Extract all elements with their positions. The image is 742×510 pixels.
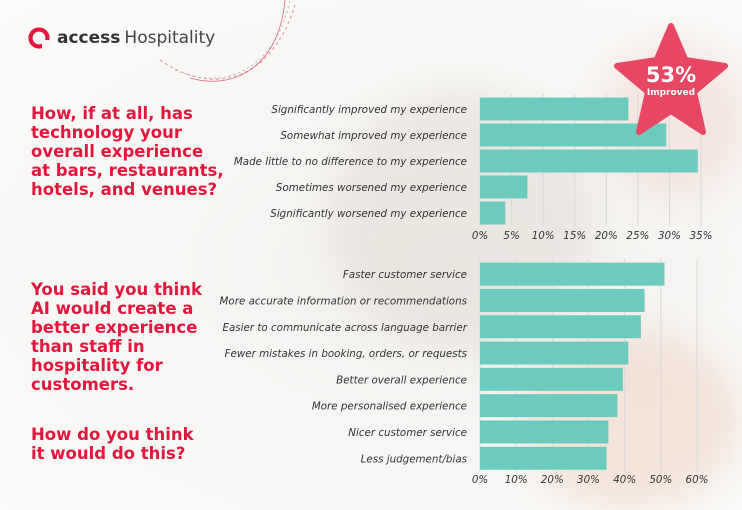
tick-label: 5% xyxy=(503,230,519,242)
category-label: Significantly worsened my experience xyxy=(270,208,467,220)
question-ai-better: You said you think AI would create a bet… xyxy=(31,280,203,394)
category-label: Faster customer service xyxy=(343,269,467,281)
tick-label: 20% xyxy=(541,474,564,486)
improved-label: Improved xyxy=(646,88,696,98)
improved-percentage: 53% xyxy=(645,63,697,87)
tick-label: 60% xyxy=(686,474,709,486)
tick-label: 35% xyxy=(690,230,713,242)
bar xyxy=(480,367,623,391)
category-label: Fewer mistakes in booking, orders, or re… xyxy=(225,348,468,360)
question-how: How do you think it would do this? xyxy=(31,425,194,463)
bar xyxy=(480,315,641,339)
bar xyxy=(480,420,609,444)
bar xyxy=(480,97,629,121)
tick-label: 15% xyxy=(563,230,586,242)
tick-label: 10% xyxy=(532,230,555,242)
category-label: Made little to no difference to my exper… xyxy=(234,156,467,168)
tick-label: 0% xyxy=(472,230,488,242)
tick-label: 40% xyxy=(613,474,636,486)
question-technology: How, if at all, has technology your over… xyxy=(31,104,224,199)
tick-label: 30% xyxy=(658,230,681,242)
tick-label: 30% xyxy=(577,474,600,486)
bar xyxy=(480,175,528,199)
tick-label: 25% xyxy=(626,230,649,242)
access-logo-icon xyxy=(28,27,51,50)
category-label: Nicer customer service xyxy=(348,427,467,439)
category-label: Less judgement/bias xyxy=(361,453,468,465)
tick-label: 0% xyxy=(472,474,488,486)
tick-label: 10% xyxy=(505,474,528,486)
improved-star-badge xyxy=(614,23,728,135)
bar xyxy=(480,149,698,173)
bar xyxy=(480,262,665,286)
bar xyxy=(480,288,645,312)
bar xyxy=(480,341,629,365)
decorative-arcs xyxy=(159,0,296,82)
bar xyxy=(480,123,667,147)
category-label: Somewhat improved my experience xyxy=(280,130,467,142)
bar xyxy=(480,201,506,225)
bar xyxy=(480,394,618,418)
brand-name-hospitality: Hospitality xyxy=(124,28,216,48)
category-label: Sometimes worsened my experience xyxy=(276,182,467,194)
category-label: Significantly improved my experience xyxy=(271,104,467,116)
category-label: Easier to communicate across language ba… xyxy=(222,322,467,334)
star-shape xyxy=(614,23,728,135)
bar xyxy=(480,446,607,470)
brand-logo: access Hospitality xyxy=(27,24,215,52)
category-label: More accurate information or recommendat… xyxy=(220,295,468,307)
brand-name-access: access xyxy=(57,28,121,48)
tick-label: 50% xyxy=(649,474,672,486)
tick-label: 20% xyxy=(595,230,618,242)
category-label: Better overall experience xyxy=(336,374,467,386)
category-label: More personalised experience xyxy=(312,401,467,413)
